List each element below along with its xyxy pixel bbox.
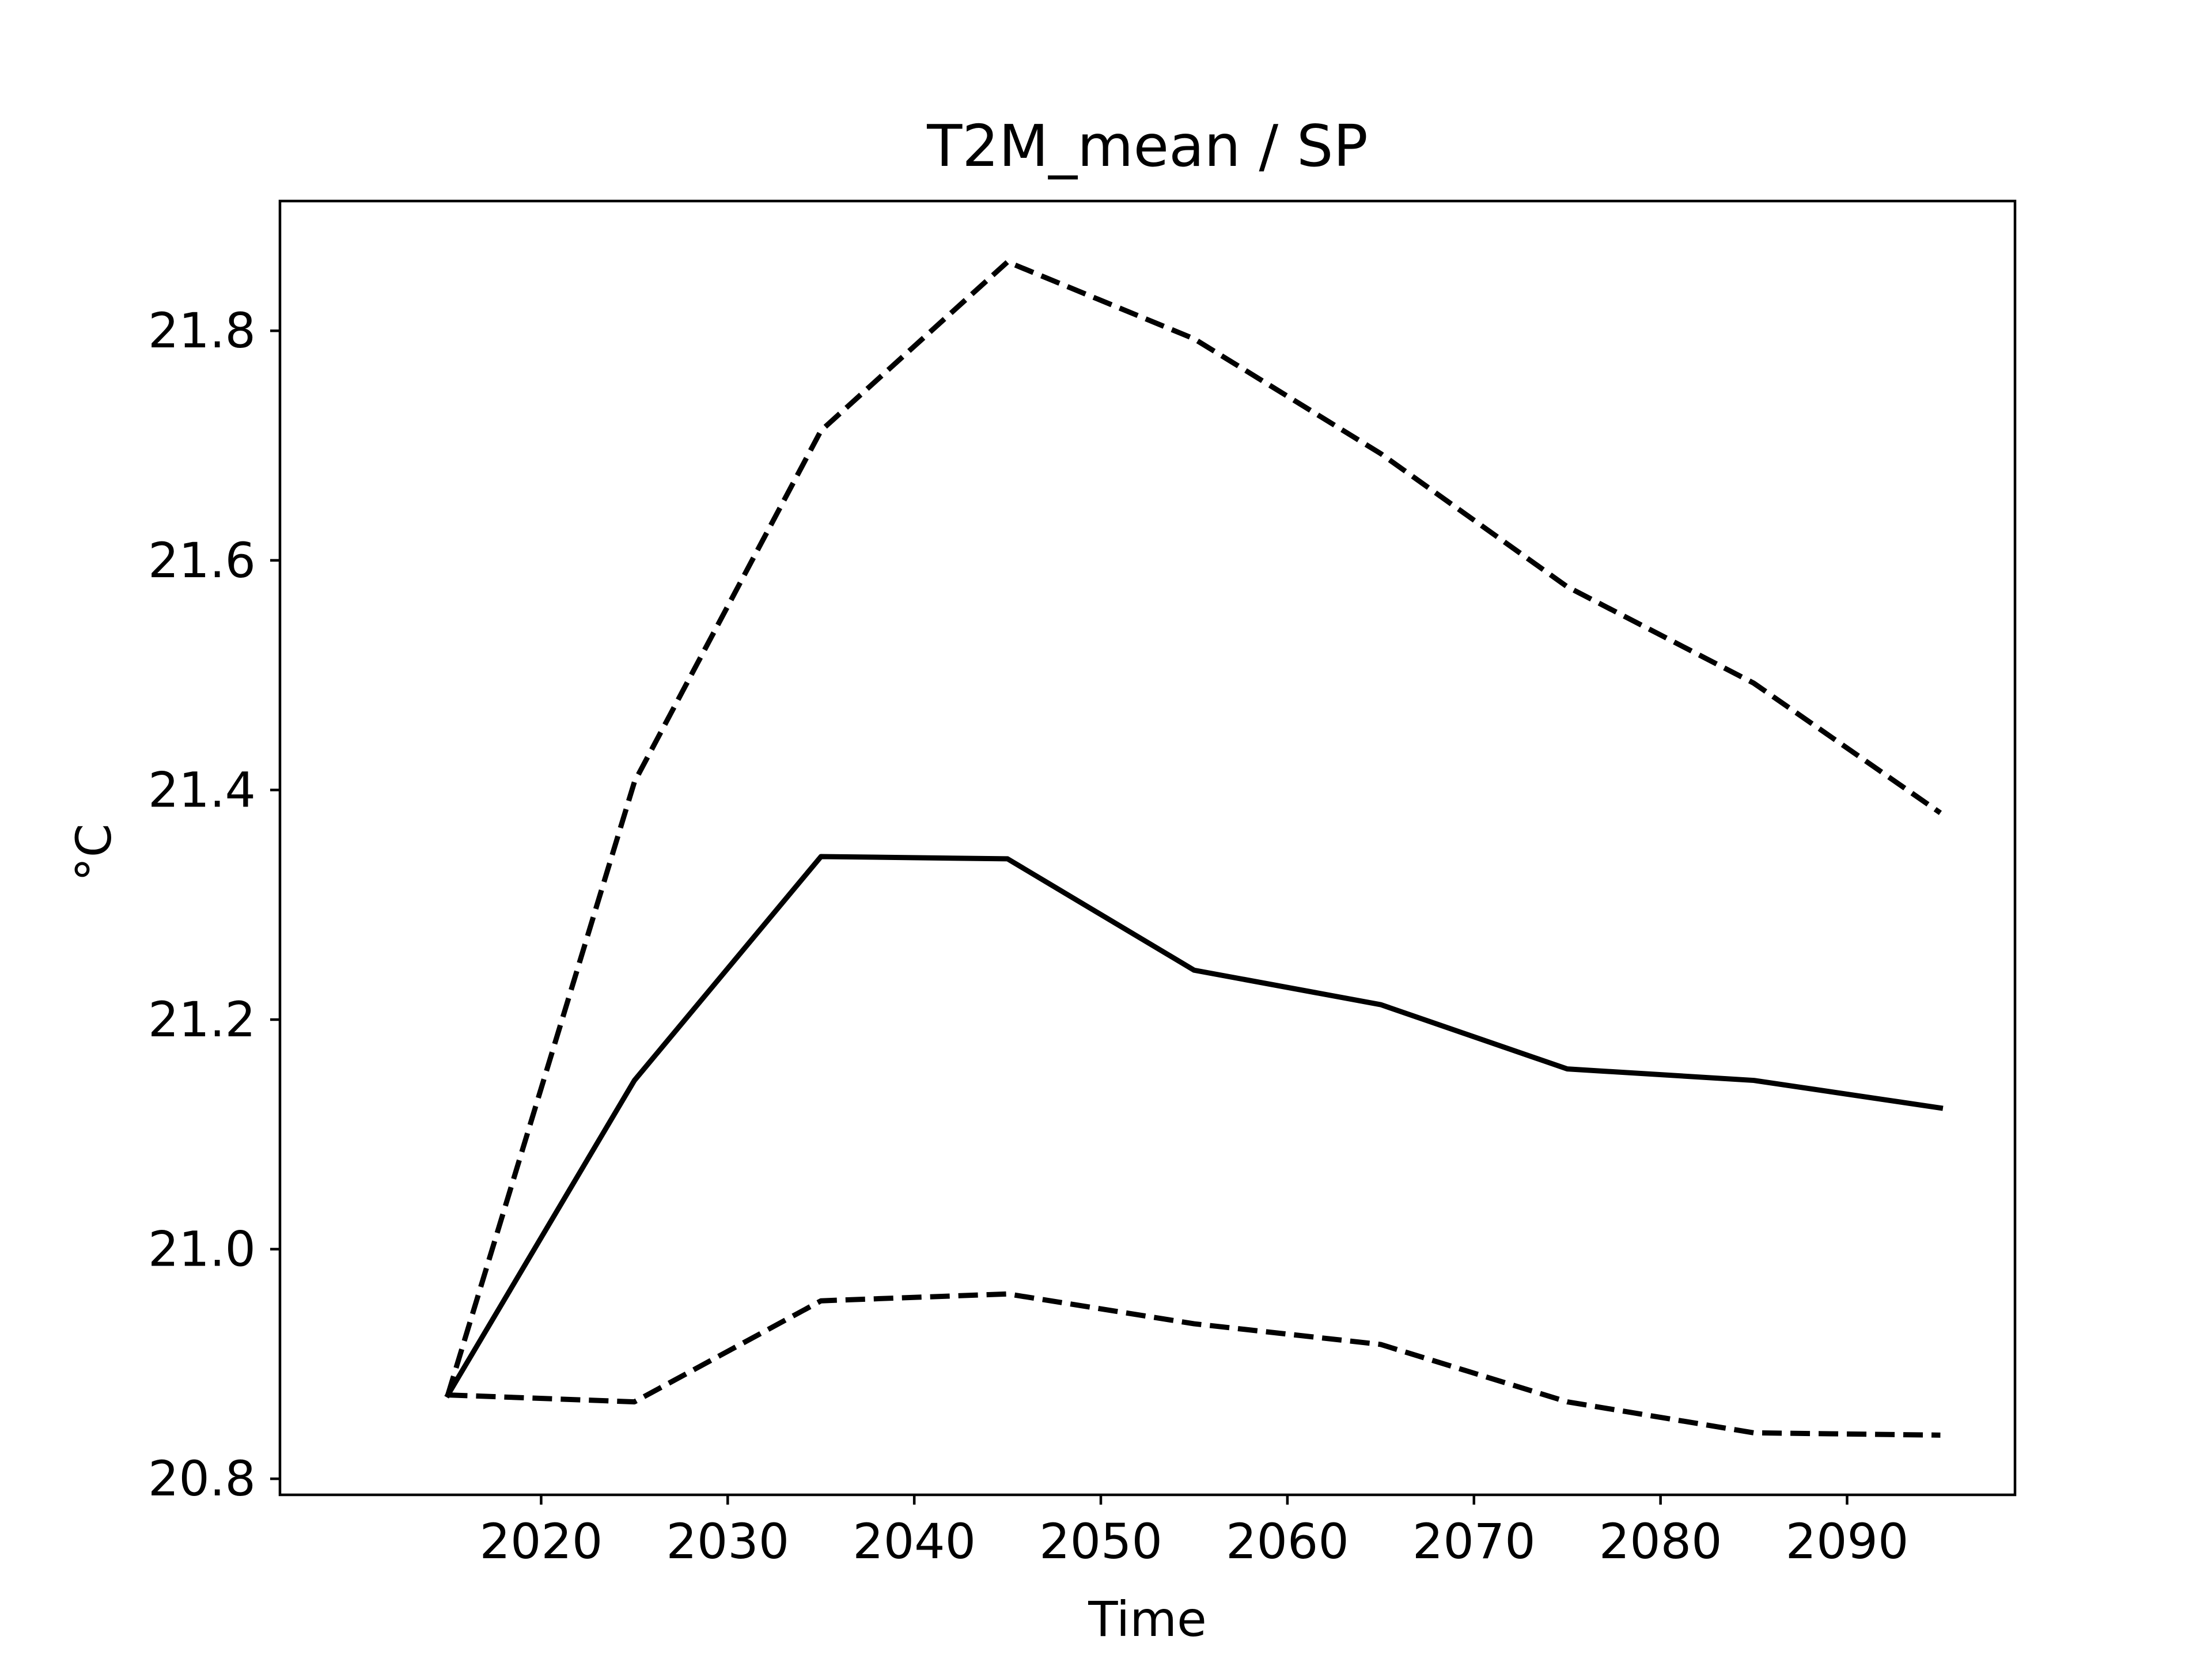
x-axis: 2020 2030 2040 2050 2060 2070 2080 2090	[480, 1495, 1909, 1570]
y-tick-label-21.0: 21.0	[148, 1221, 256, 1278]
y-tick-label-21.2: 21.2	[148, 991, 256, 1048]
chart-title: T2M_mean / SP	[926, 112, 1368, 180]
y-tick-label-20.8: 20.8	[148, 1450, 256, 1507]
series-line-1	[445, 259, 1942, 1396]
y-tick-label-21.8: 21.8	[148, 302, 256, 359]
y-tick-label-21.6: 21.6	[148, 532, 256, 589]
series-line-3	[448, 1291, 1941, 1438]
x-tick-label-2050: 2050	[1039, 1513, 1162, 1570]
plot-frame	[278, 199, 2017, 1497]
series-layer	[444, 259, 1944, 1438]
x-tick-label-2020: 2020	[480, 1513, 603, 1570]
x-tick-label-2090: 2090	[1786, 1513, 1909, 1570]
x-tick-label-2030: 2030	[666, 1513, 789, 1570]
x-tick-label-2040: 2040	[853, 1513, 976, 1570]
x-tick-label-2080: 2080	[1599, 1513, 1722, 1570]
series-line-2	[444, 854, 1944, 1399]
x-tick-label-2060: 2060	[1226, 1513, 1349, 1570]
y-axis-label: °C	[66, 824, 122, 882]
x-tick-label-2070: 2070	[1412, 1513, 1536, 1570]
y-axis: 20.8 21.0 21.2 21.4 21.6 21.8	[148, 302, 280, 1507]
x-axis-label: Time	[1088, 1591, 1207, 1647]
y-tick-label-21.4: 21.4	[148, 762, 256, 818]
